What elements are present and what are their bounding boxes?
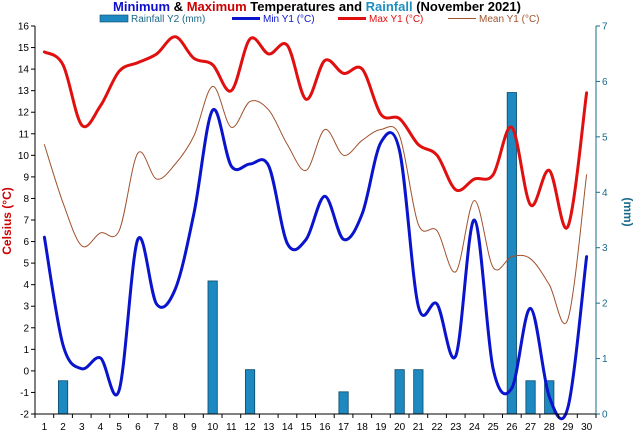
x-tick-label: 5 bbox=[116, 422, 122, 433]
y-tick-label: -2 bbox=[20, 410, 29, 421]
y2-tick-label: 7 bbox=[602, 22, 608, 33]
mean-temperature-line bbox=[43, 85, 588, 324]
x-tick-label: 6 bbox=[135, 422, 141, 433]
x-tick-label: 8 bbox=[172, 422, 178, 433]
y-tick-label: 5 bbox=[23, 259, 29, 270]
y2-axis-label: (mm) bbox=[621, 197, 634, 226]
max-temperature-line bbox=[42, 35, 589, 230]
x-tick-label: 15 bbox=[301, 422, 313, 433]
y-axis-label: Celsius (°C) bbox=[0, 187, 14, 254]
rainfall-bar-day-12 bbox=[244, 369, 256, 415]
rainfall-bar-day-2 bbox=[57, 380, 69, 415]
legend-label: Min Y1 (°C) bbox=[263, 14, 315, 25]
x-tick-label: 7 bbox=[154, 422, 160, 433]
y2-tick-label: 6 bbox=[602, 77, 608, 88]
x-tick-label: 29 bbox=[562, 422, 574, 433]
y-tick-label: 10 bbox=[18, 151, 30, 162]
x-tick-label: 2 bbox=[60, 422, 66, 433]
temperature-lines bbox=[42, 35, 589, 421]
rainfall-bar-day-20 bbox=[394, 369, 405, 415]
x-tick-label: 4 bbox=[98, 422, 104, 433]
title-part-0: Minimum bbox=[113, 0, 170, 14]
y-tick-label: -1 bbox=[20, 388, 29, 399]
x-tick-label: 21 bbox=[413, 422, 425, 433]
x-tick-label: 10 bbox=[207, 422, 219, 433]
y-tick-label: 8 bbox=[23, 194, 29, 205]
y2-axis-ticks: 0 1 2 3 4 5 6 7 bbox=[596, 22, 608, 421]
x-tick-label: 3 bbox=[79, 422, 85, 433]
y2-tick-label: 2 bbox=[602, 299, 608, 310]
min-temperature-line bbox=[42, 108, 589, 421]
y-tick-label: 2 bbox=[23, 323, 29, 334]
y-tick-label: 12 bbox=[18, 108, 30, 119]
x-tick-label: 19 bbox=[375, 422, 387, 433]
x-tick-label: 20 bbox=[394, 422, 406, 433]
chart-title: Minimum & Maximum Temperatures and Rainf… bbox=[113, 0, 521, 14]
x-tick-label: 28 bbox=[544, 422, 556, 433]
x-tick-label: 24 bbox=[469, 422, 481, 433]
y-tick-label: 1 bbox=[23, 345, 29, 356]
title-part-5: (November 2021) bbox=[413, 0, 521, 14]
y-tick-label: 0 bbox=[23, 366, 29, 377]
title-part-4: Rainfall bbox=[366, 0, 413, 14]
title-part-3: Temperatures and bbox=[247, 0, 366, 14]
x-tick-label: 17 bbox=[338, 422, 350, 433]
y2-tick-label: 0 bbox=[602, 410, 608, 421]
x-tick-label: 26 bbox=[506, 422, 518, 433]
y-tick-label: 4 bbox=[23, 280, 29, 291]
y-tick-label: 13 bbox=[18, 86, 30, 97]
y2-tick-label: 3 bbox=[602, 243, 608, 254]
title-part-1: & bbox=[170, 0, 187, 14]
legend: Rainfall Y2 (mm) Min Y1 (°C) Max Y1 (°C) Me… bbox=[99, 14, 540, 25]
legend-label: Rainfall Y2 (mm) bbox=[131, 14, 205, 25]
y-tick-label: 3 bbox=[23, 302, 29, 313]
y2-tick-label: 1 bbox=[602, 354, 608, 365]
x-tick-label: 9 bbox=[191, 422, 197, 433]
y-tick-label: 7 bbox=[23, 216, 29, 227]
y-tick-label: 9 bbox=[23, 172, 29, 183]
legend-label: Mean Y1 (°C) bbox=[479, 14, 540, 25]
title-part-2: Maximum bbox=[187, 0, 247, 14]
rainfall-bar-day-21 bbox=[413, 369, 424, 415]
legend-label: Max Y1 (°C) bbox=[369, 14, 423, 25]
y-tick-label: 14 bbox=[18, 65, 30, 76]
y2-tick-label: 4 bbox=[602, 188, 608, 199]
x-tick-label: 30 bbox=[581, 422, 593, 433]
x-tick-label: 12 bbox=[244, 422, 256, 433]
x-tick-label: 18 bbox=[357, 422, 369, 433]
rainfall-bar-day-27 bbox=[525, 380, 536, 415]
x-tick-label: 13 bbox=[263, 422, 275, 433]
x-tick-label: 1 bbox=[42, 422, 48, 433]
x-tick-label: 22 bbox=[431, 422, 443, 433]
y-tick-label: 16 bbox=[18, 22, 30, 33]
x-tick-label: 16 bbox=[319, 422, 331, 433]
y-tick-label: 6 bbox=[23, 237, 29, 248]
x-tick-label: 25 bbox=[488, 422, 500, 433]
y-tick-label: 15 bbox=[18, 43, 30, 54]
y-tick-label: 11 bbox=[19, 129, 30, 140]
x-axis-ticks: 1 2 3 4 5 6 7 8 9 10 11 12 13 14 15 16 17 18 19 20 21 22 23 24 2… bbox=[34, 414, 597, 433]
x-tick-label: 27 bbox=[525, 422, 537, 433]
x-tick-label: 11 bbox=[226, 422, 237, 433]
legend-swatch-rainfall bbox=[99, 14, 129, 23]
rainfall-bar-day-10 bbox=[207, 280, 218, 415]
x-tick-label: 23 bbox=[450, 422, 462, 433]
x-tick-label: 14 bbox=[282, 422, 294, 433]
rainfall-bar-day-17 bbox=[338, 391, 349, 415]
y2-tick-label: 5 bbox=[602, 132, 608, 143]
